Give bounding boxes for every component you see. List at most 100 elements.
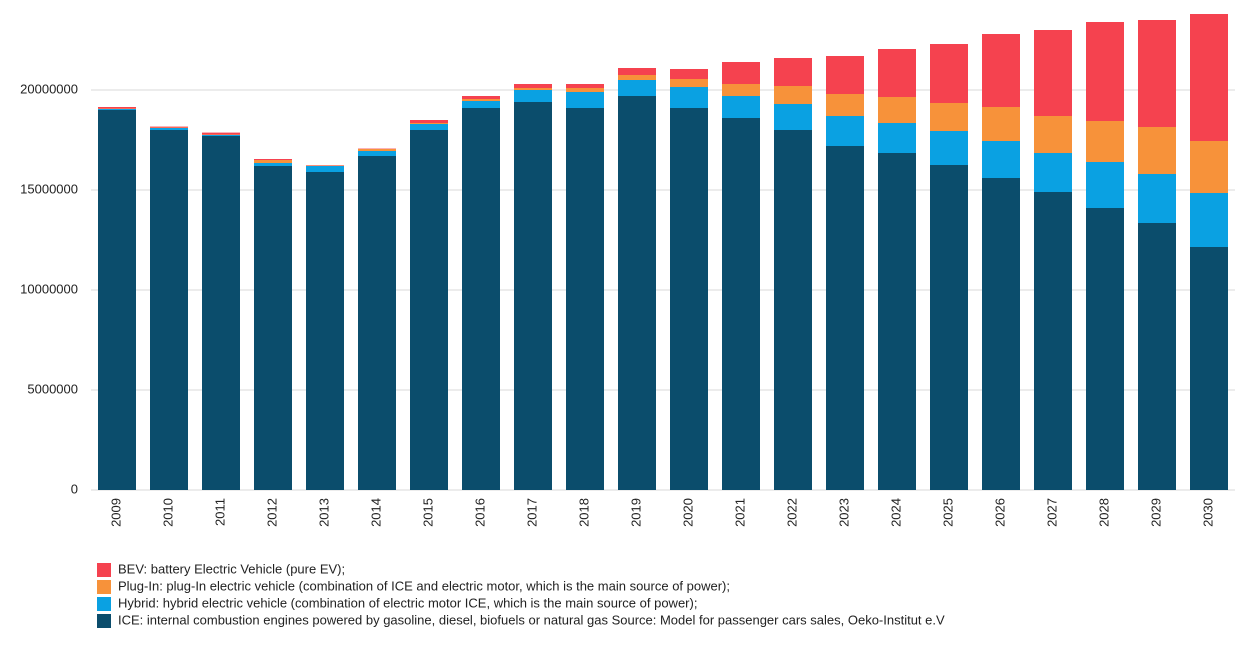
bar-segment <box>930 165 968 490</box>
bar-segment <box>1034 153 1072 192</box>
x-tick-label: 2020 <box>680 498 695 527</box>
bar-segment <box>358 156 396 490</box>
y-tick-label: 20000000 <box>20 81 78 96</box>
legend-label: ICE: internal combustion engines powered… <box>118 612 945 627</box>
bar-segment <box>774 86 812 104</box>
bar-segment <box>618 96 656 490</box>
bar-segment <box>514 102 552 490</box>
bar-segment <box>202 135 240 136</box>
bar-segment <box>722 96 760 118</box>
bar-segment <box>98 109 136 110</box>
y-tick-label: 0 <box>71 481 78 496</box>
bar-segment <box>98 107 136 109</box>
bar-segment <box>774 58 812 86</box>
bar-segment <box>202 132 240 135</box>
bar-segment <box>826 56 864 94</box>
bar-segment <box>722 118 760 490</box>
legend-label: BEV: battery Electric Vehicle (pure EV); <box>118 561 345 576</box>
bar-segment <box>410 120 448 123</box>
bar-segment <box>462 96 500 99</box>
legend-swatch <box>97 563 111 577</box>
bar-segment <box>982 107 1020 141</box>
bar-segment <box>1190 193 1228 247</box>
x-tick-label: 2028 <box>1096 498 1111 527</box>
x-tick-label: 2018 <box>576 498 591 527</box>
bar-segment <box>930 44 968 103</box>
bar-segment <box>670 69 708 79</box>
bar-segment <box>618 80 656 96</box>
bar-segment <box>306 166 344 172</box>
bar-segment <box>774 104 812 130</box>
bar-segment <box>410 124 448 130</box>
legend-swatch <box>97 597 111 611</box>
bar-segment <box>566 108 604 490</box>
bar-segment <box>826 116 864 146</box>
bar-segment <box>150 130 188 490</box>
bar-segment <box>1138 174 1176 223</box>
bar-segment <box>826 146 864 490</box>
bar-segment <box>618 75 656 80</box>
bar-segment <box>1138 127 1176 174</box>
bar-segment <box>566 88 604 92</box>
bar-segment <box>1190 141 1228 193</box>
bar-segment <box>1086 162 1124 208</box>
bar-segment <box>254 163 292 166</box>
x-tick-label: 2022 <box>784 498 799 527</box>
y-tick-label: 5000000 <box>27 381 78 396</box>
bar-segment <box>722 62 760 84</box>
legend-swatch <box>97 614 111 628</box>
bar-segment <box>358 151 396 156</box>
bar-segment <box>982 141 1020 178</box>
bar-segment <box>566 92 604 108</box>
bar-segment <box>254 159 292 160</box>
bar-segment <box>618 68 656 75</box>
x-tick-label: 2029 <box>1148 498 1163 527</box>
x-tick-label: 2019 <box>628 498 643 527</box>
x-tick-label: 2025 <box>940 498 955 527</box>
bar-segment <box>150 128 188 130</box>
x-tick-label: 2021 <box>732 498 747 527</box>
bar-segment <box>462 108 500 490</box>
x-tick-label: 2014 <box>368 498 383 527</box>
bar-segment <box>722 84 760 96</box>
x-tick-label: 2017 <box>524 498 539 527</box>
bar-segment <box>1086 121 1124 162</box>
x-tick-label: 2024 <box>888 498 903 527</box>
x-tick-label: 2009 <box>108 498 123 527</box>
bar-segment <box>1034 192 1072 490</box>
legend-label: Hybrid: hybrid electric vehicle (combina… <box>118 595 697 610</box>
bar-segment <box>1190 247 1228 490</box>
bar-segment <box>358 149 396 151</box>
bar-segment <box>982 34 1020 107</box>
bar-segment <box>878 97 916 123</box>
bar-segment <box>826 94 864 116</box>
legend-swatch <box>97 580 111 594</box>
bar-segment <box>410 130 448 490</box>
bar-segment <box>1086 22 1124 121</box>
x-tick-label: 2026 <box>992 498 1007 527</box>
bar-segment <box>410 123 448 124</box>
bar-segment <box>514 90 552 102</box>
bar-segment <box>462 101 500 108</box>
bar-segment <box>1190 14 1228 141</box>
bar-segment <box>774 130 812 490</box>
bar-segment <box>878 49 916 97</box>
bar-segment <box>930 131 968 165</box>
bar-segment <box>98 110 136 490</box>
y-tick-label: 15000000 <box>20 181 78 196</box>
bar-segment <box>254 160 292 163</box>
x-tick-label: 2015 <box>420 498 435 527</box>
bar-segment <box>1034 30 1072 116</box>
bar-segment <box>1086 208 1124 490</box>
bar-segment <box>982 178 1020 490</box>
bar-segment <box>670 79 708 87</box>
bar-segment <box>670 87 708 108</box>
bar-segment <box>1138 223 1176 490</box>
x-tick-label: 2030 <box>1200 498 1215 527</box>
bar-segment <box>878 123 916 153</box>
bar-segment <box>878 153 916 490</box>
bar-segment <box>514 84 552 88</box>
bar-segment <box>254 166 292 490</box>
bar-segment <box>1138 20 1176 127</box>
